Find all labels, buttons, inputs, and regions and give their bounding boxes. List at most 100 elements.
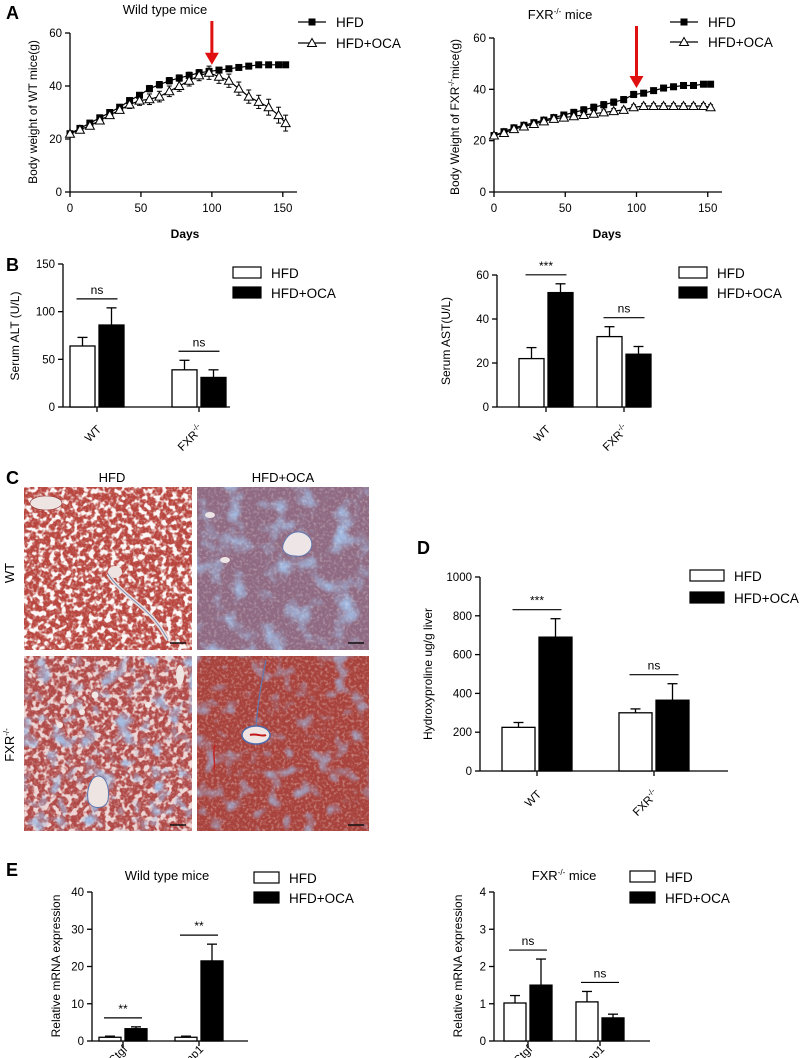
data-point xyxy=(498,127,510,137)
x-tick-label-sup: -/- xyxy=(615,421,627,433)
legend-label: HFD xyxy=(717,266,745,281)
x-tick-label-sup: -/- xyxy=(190,421,202,433)
legend-marker xyxy=(306,37,318,47)
significance-label: ns xyxy=(522,934,535,948)
y-tick-label: 3 xyxy=(480,924,486,936)
data-point xyxy=(598,106,610,117)
histology-row-fxr: FXR-/- xyxy=(2,728,17,762)
micrograph-wt-hfd xyxy=(24,487,192,650)
legend-label: HFD xyxy=(289,871,317,886)
legend-swatch xyxy=(232,286,262,299)
data-point xyxy=(588,108,600,118)
bar-hfd xyxy=(575,1001,599,1042)
y-tick-label: 0 xyxy=(480,1036,486,1048)
data-point xyxy=(253,96,265,106)
y-tick-label: 0 xyxy=(466,766,472,778)
significance-label: ns xyxy=(648,659,661,673)
data-point xyxy=(94,114,106,125)
x-tick-label: Ctgf xyxy=(107,1043,131,1058)
legend-label: HFD xyxy=(271,266,299,281)
data-point xyxy=(488,130,500,140)
chart-title-sup: -/- xyxy=(558,868,566,877)
x-tick-label: 50 xyxy=(135,203,148,215)
mrna-fxr-chart: FXR-/- mice 0 1 2 3 4 Relative mRNA expression… xyxy=(451,868,730,1058)
x-tick-label-base: WT xyxy=(83,424,104,445)
data-point xyxy=(280,117,292,128)
data-point xyxy=(600,101,608,109)
data-point xyxy=(282,61,290,69)
x-tick-label: Timp1 xyxy=(576,1044,607,1058)
y-tick-label: 0 xyxy=(49,402,55,414)
data-point xyxy=(263,101,274,112)
data-point xyxy=(213,71,225,81)
histology-row-wt: WT xyxy=(2,563,17,583)
histology-panel: HFD HFD+OCA WT FXR-/- xyxy=(2,470,369,831)
y-tick-label: 1 xyxy=(480,999,486,1011)
data-point xyxy=(508,123,520,134)
bar-hfd-oca xyxy=(529,984,553,1042)
legend-label: HFD+OCA xyxy=(665,891,730,906)
data-point xyxy=(699,80,707,88)
x-tick-label: WT xyxy=(523,789,544,810)
legend-swatch xyxy=(253,891,280,904)
data-point xyxy=(558,112,570,122)
bar-hfd-oca xyxy=(538,636,573,772)
serum-ast-chart: 0 20 40 60 Serum AST(U/L) *** WT ns FXR-/- HFD HFD… xyxy=(439,259,782,454)
x-tick-label: WT xyxy=(83,424,104,445)
data-point xyxy=(648,100,659,111)
x-tick-label: FXR-/- xyxy=(629,786,661,818)
y-tick-label: 50 xyxy=(42,354,55,366)
data-point xyxy=(193,69,205,80)
y-axis-label: Body weight of WT mice(g) xyxy=(26,40,40,184)
x-axis-label: Days xyxy=(593,227,622,241)
data-point xyxy=(203,67,215,77)
y-axis-label: Hydroxyproline ug/g liver xyxy=(421,608,435,740)
y-tick-label: 20 xyxy=(49,134,62,146)
x-tick-label: 150 xyxy=(273,203,292,215)
x-tick-label: WT xyxy=(532,424,553,445)
x-axis-label: Days xyxy=(171,227,200,241)
x-tick-label-base: WT xyxy=(523,789,544,810)
data-point xyxy=(225,65,233,73)
data-point xyxy=(134,95,145,105)
data-point xyxy=(104,109,116,120)
chart-title-rest: mice xyxy=(561,7,592,22)
x-tick-label-base: Ctgf xyxy=(512,1043,536,1058)
legend-marker xyxy=(680,18,688,26)
chart-title: Wild type mice xyxy=(125,868,210,883)
body-weight-wt-chart: Wild type mice 0 20 40 60 Body weight of WT m… xyxy=(26,2,401,241)
chart-title-rest: mice xyxy=(565,868,596,883)
legend-swatch xyxy=(689,591,725,604)
bar-hfd-oca xyxy=(547,291,574,408)
data-point xyxy=(707,80,715,88)
data-point xyxy=(618,104,630,114)
data-point xyxy=(175,74,183,82)
micrograph-fxr-oca xyxy=(197,656,369,831)
y-tick-label: 20 xyxy=(476,358,489,370)
data-point xyxy=(660,84,668,92)
y-tick-label: 0 xyxy=(480,187,486,199)
x-tick-label: 50 xyxy=(559,203,572,215)
data-point xyxy=(518,121,530,131)
x-tick-label-base: WT xyxy=(532,424,553,445)
x-tick-label: 0 xyxy=(491,203,497,215)
chart-title: FXR-/- mice xyxy=(532,868,597,883)
data-point xyxy=(608,105,620,116)
hydroxyproline-chart: 0 200 400 600 800 1000 Hydroxyproline ug/g liv… xyxy=(421,569,799,819)
chart-title-sup: -/- xyxy=(554,7,562,16)
y-axis-label: Serum AST(U/L) xyxy=(439,297,453,385)
data-point xyxy=(273,109,284,120)
bar-hfd-oca xyxy=(601,1017,625,1042)
data-point xyxy=(74,124,86,134)
bar-hfd xyxy=(98,1036,122,1042)
data-point xyxy=(84,120,96,130)
significance-label: ** xyxy=(118,1002,128,1016)
red-arrow-head xyxy=(204,52,219,65)
chart-title: Wild type mice xyxy=(123,2,208,17)
panel-letter-a: A xyxy=(6,3,19,23)
panel-letter-e: E xyxy=(6,860,18,880)
y-tick-label: 40 xyxy=(49,81,62,93)
data-point xyxy=(235,63,243,71)
significance-label: ** xyxy=(194,919,204,933)
x-tick-label-base: Timp1 xyxy=(175,1044,206,1058)
